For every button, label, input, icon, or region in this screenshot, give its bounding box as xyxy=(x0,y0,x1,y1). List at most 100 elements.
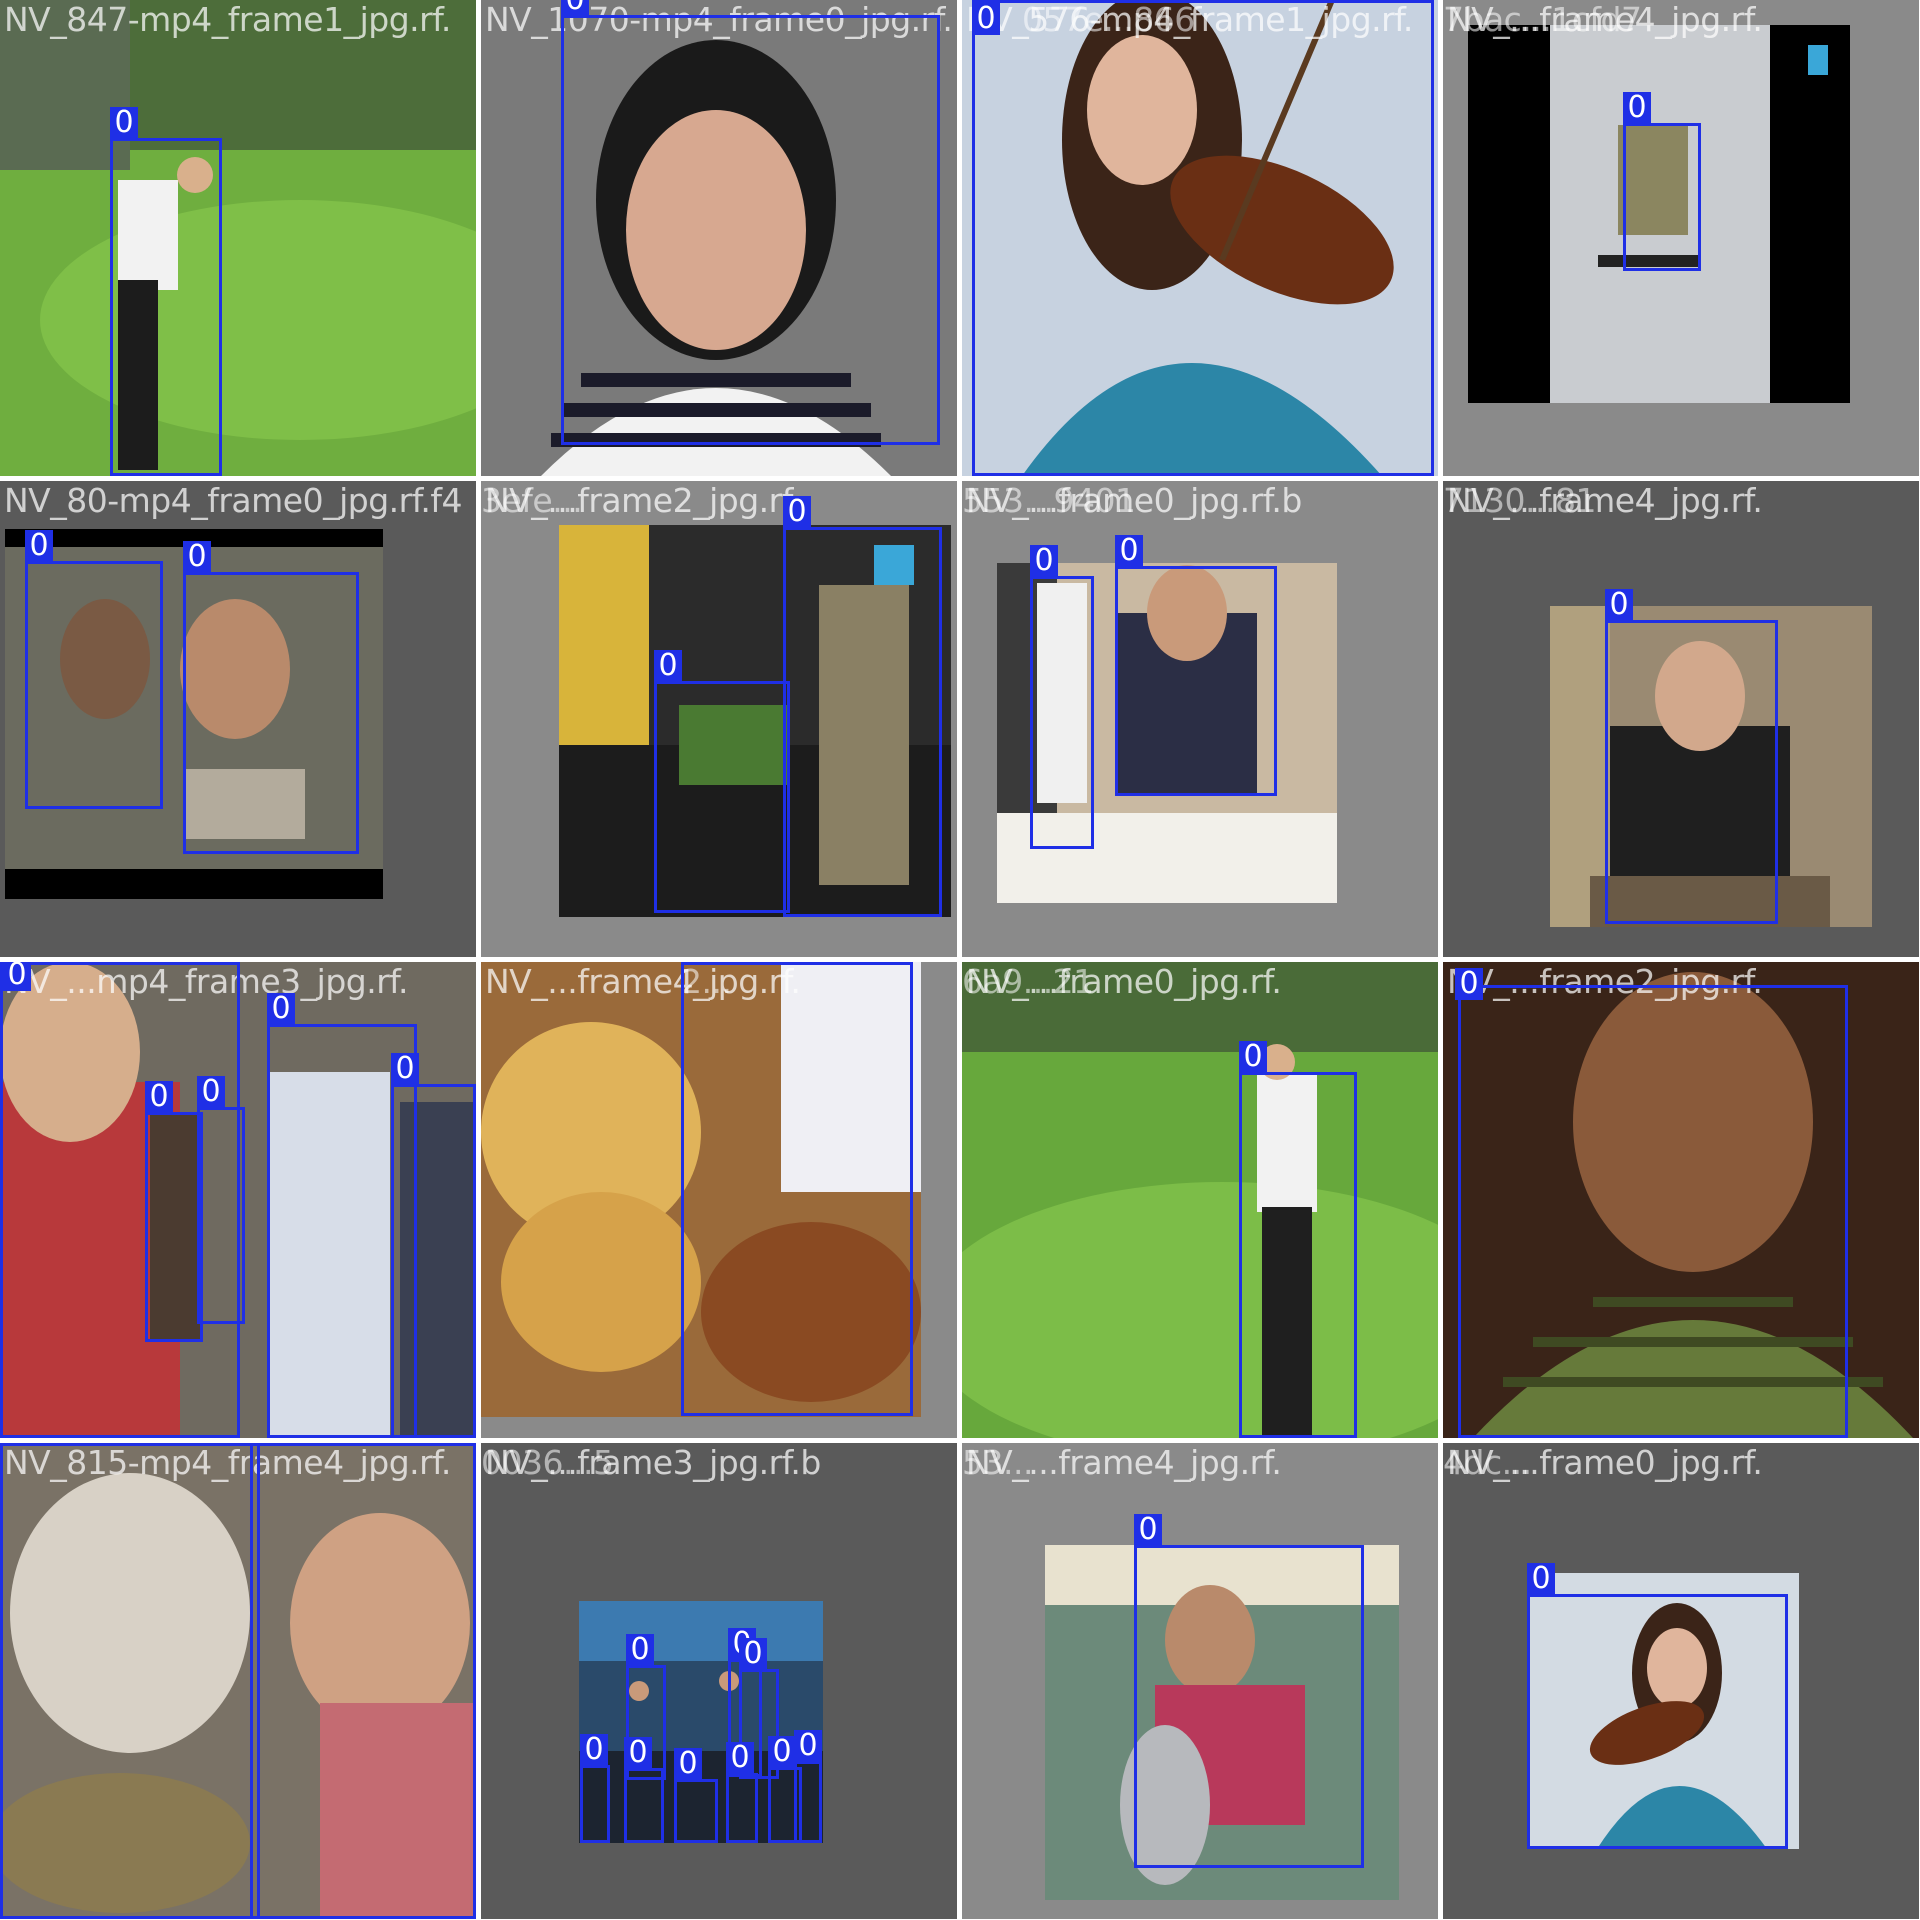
person-bounding-box: 0 xyxy=(794,1730,822,1843)
photo-golfer xyxy=(0,0,476,476)
violin-2-scene xyxy=(1527,1573,1799,1849)
class-label: 0 xyxy=(1605,589,1633,621)
photo-golfer-2 xyxy=(962,962,1438,1438)
photo-car xyxy=(5,529,383,899)
eating-scene xyxy=(0,1443,476,1919)
photo-violin xyxy=(962,0,1438,476)
class-label: 0 xyxy=(253,1443,281,1444)
tile-street: NV_...mp4_frame3_jpg.rf. 0 0 0 0 0 xyxy=(0,962,476,1438)
person-bounding-box: 0 xyxy=(197,1076,245,1324)
person-bounding-box: 0 xyxy=(783,496,942,917)
striped-shirt-scene xyxy=(481,0,957,476)
class-label: 0 xyxy=(768,1736,796,1768)
photo-gym xyxy=(1468,25,1850,403)
class-label: 0 xyxy=(391,1053,419,1085)
feast-scene xyxy=(481,962,921,1417)
class-label: 0 xyxy=(580,1734,608,1766)
person-bounding-box: 0 xyxy=(1115,535,1277,796)
photo-restaurant xyxy=(1045,1545,1399,1900)
tile-restaurant: NV_...frame4_jpg.rf. 53... 0 xyxy=(962,1443,1438,1919)
tile-plaid: NV_...frame2_jpg.rf. 0 xyxy=(1443,962,1919,1438)
golfer-2-scene xyxy=(962,962,1438,1438)
tile-office: NV_...frame4_jpg.rf. 7130...81 0 xyxy=(1443,481,1919,957)
person-bounding-box: 0 xyxy=(391,1053,476,1438)
person-bounding-box: 0 xyxy=(626,1634,666,1780)
photo-feast xyxy=(481,962,921,1417)
class-label: 0 xyxy=(794,1730,822,1762)
person-bounding-box: 0 xyxy=(681,962,913,1416)
person-bounding-box: 0 xyxy=(145,1081,203,1342)
photo-eating xyxy=(0,1443,476,1919)
class-label: 0 xyxy=(1239,1041,1267,1073)
photo-pushups xyxy=(559,525,951,917)
tile-car: NV_80-mp4_frame0_jpg.rf.f4 0 0 xyxy=(0,481,476,957)
class-label: 0 xyxy=(183,541,211,573)
class-label: 0 xyxy=(3,962,31,991)
person-bounding-box: 0 xyxy=(654,650,790,913)
person-bounding-box: 0 xyxy=(726,1742,758,1843)
tile-gym: NV_...frame4_jpg.rf. 7bac...1cfd7 0 xyxy=(1443,0,1919,476)
car-scene xyxy=(5,529,383,899)
class-label: 0 xyxy=(654,650,682,682)
person-bounding-box: 0 xyxy=(250,1443,476,1919)
class-label: 0 xyxy=(197,1076,225,1108)
class-label: 0 xyxy=(624,1737,652,1769)
person-bounding-box: 0 xyxy=(183,541,359,854)
class-label: 0 xyxy=(1134,1514,1162,1546)
tile-violin-2: NV_...frame0_jpg.rf. 4dc... 0 xyxy=(1443,1443,1919,1919)
person-bounding-box: 0 xyxy=(972,0,1434,476)
person-bounding-box: 0 xyxy=(580,1734,610,1843)
class-label: 0 xyxy=(674,1748,702,1780)
studio-scene xyxy=(579,1601,823,1843)
office-scene xyxy=(1550,606,1872,927)
person-bounding-box: 0 xyxy=(25,530,163,809)
class-label: 0 xyxy=(726,1742,754,1774)
class-label: 0 xyxy=(1115,535,1143,567)
tile-eating: NV_815-mp4_frame4_jpg.rf. 0 0 xyxy=(0,1443,476,1919)
class-label: 0 xyxy=(1030,545,1058,577)
tile-violin: NV_576-mp4_frame1_jpg.rf. 057e...866 0 xyxy=(962,0,1438,476)
person-bounding-box: 0 xyxy=(267,993,417,1438)
golfer-scene xyxy=(0,0,476,476)
tile-feast: NV_...frame4_jpg.rf. 2... 0 xyxy=(481,962,957,1438)
person-bounding-box: 0 xyxy=(1455,968,1848,1438)
person-bounding-box: 0 xyxy=(1623,92,1701,271)
class-label: 0 xyxy=(561,0,589,16)
class-label: 0 xyxy=(1623,92,1651,124)
class-label: 0 xyxy=(267,993,295,1025)
tile-pushups: NV_...frame2_jpg.rf. 3efe... 0 0 xyxy=(481,481,957,957)
photo-violin-2 xyxy=(1527,1573,1799,1849)
class-label: 0 xyxy=(110,107,138,139)
person-bounding-box: 0 xyxy=(674,1748,718,1843)
class-label: 0 xyxy=(25,530,53,562)
restaurant-scene xyxy=(1045,1545,1399,1900)
class-label: 0 xyxy=(739,1638,767,1670)
person-bounding-box: 0 xyxy=(1605,589,1778,924)
class-label: 0 xyxy=(684,962,712,963)
person-bounding-box: 0 xyxy=(0,962,240,1438)
person-bounding-box: 0 xyxy=(1239,1041,1357,1438)
tile-studio: NV_...frame3_jpg.rf.b 0036...5 0 0 0 0 0… xyxy=(481,1443,957,1919)
class-label: 0 xyxy=(1455,968,1483,1000)
class-label: 0 xyxy=(3,1443,31,1444)
person-bounding-box: 0 xyxy=(561,0,940,445)
person-bounding-box: 0 xyxy=(1527,1563,1788,1849)
pushups-scene xyxy=(559,525,951,917)
person-bounding-box: 0 xyxy=(0,1443,260,1919)
tile-striped-shirt: NV_1070-mp4_frame0_jpg.rf. 0 xyxy=(481,0,957,476)
class-label: 0 xyxy=(626,1634,654,1666)
gym-scene xyxy=(1468,25,1850,403)
person-bounding-box: 0 xyxy=(110,107,222,476)
class-label: 0 xyxy=(1527,1563,1555,1595)
tile-golfer-2: NV_...frame0_jpg.rf. 6a9...21 0 xyxy=(962,962,1438,1438)
plaid-scene xyxy=(1443,962,1919,1438)
person-bounding-box: 0 xyxy=(1030,545,1094,849)
photo-studio xyxy=(579,1601,823,1843)
person-bounding-box: 0 xyxy=(1134,1514,1364,1868)
tile-golfer: NV_847-mp4_frame1_jpg.rf. 0 xyxy=(0,0,476,476)
violin-scene xyxy=(962,0,1438,476)
person-bounding-box: 0 xyxy=(739,1638,779,1779)
person-bounding-box: 0 xyxy=(768,1736,802,1843)
class-label: 0 xyxy=(145,1081,173,1113)
